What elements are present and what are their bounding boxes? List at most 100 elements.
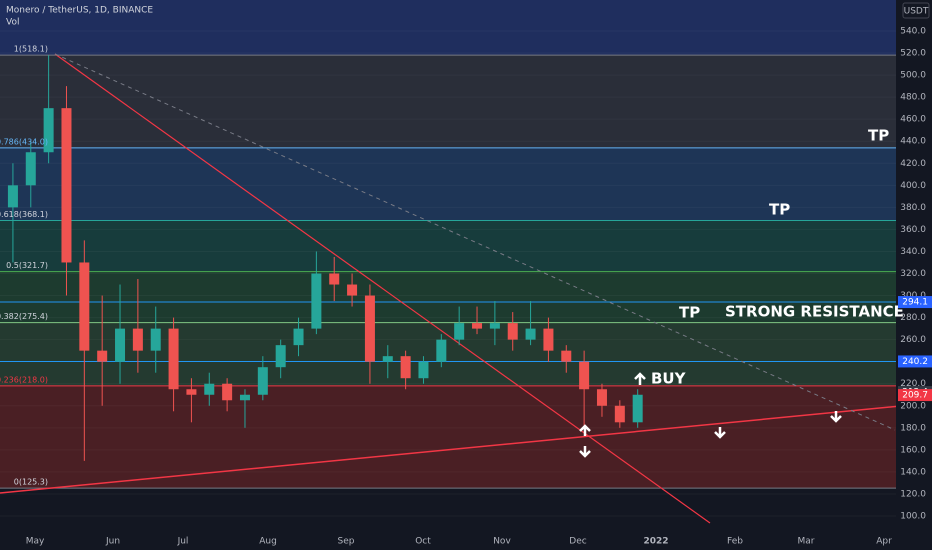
price-tick-label: 160.0 — [900, 445, 926, 455]
fib-label: 0.5(321.7) — [6, 261, 48, 270]
fib-label: 0.382(275.4) — [0, 312, 48, 321]
price-tick-label: 200.0 — [900, 401, 926, 411]
zone — [0, 147, 896, 221]
candle-body — [275, 345, 286, 368]
candle-body — [115, 328, 126, 362]
candle-body — [472, 323, 483, 329]
price-tick-label: 420.0 — [900, 159, 926, 169]
price-axis — [896, 0, 932, 550]
price-tick-label: 320.0 — [900, 269, 926, 279]
fib-label: 0.618(368.1) — [0, 210, 48, 219]
candle-body — [543, 328, 554, 351]
zone — [0, 271, 896, 323]
dashed-trend — [54, 53, 896, 431]
annotation: BUY — [651, 370, 687, 388]
candle-body — [222, 383, 233, 401]
candle-body — [418, 361, 429, 379]
time-label: Feb — [727, 537, 743, 547]
candle-body — [239, 394, 250, 401]
candle-body — [97, 350, 108, 362]
candle-body — [79, 262, 90, 351]
time-label: Jun — [105, 537, 120, 547]
candle-body — [168, 328, 179, 390]
zone — [0, 55, 896, 148]
price-tag — [898, 296, 932, 309]
price-tag — [898, 355, 932, 368]
time-label: Apr — [876, 537, 892, 547]
annotation: STRONG RESISTANCE — [725, 303, 904, 321]
volume-label: Vol — [6, 18, 19, 28]
price-tick-label: 220.0 — [900, 379, 926, 389]
candle-body — [364, 295, 375, 362]
fib-label: 0(125.3) — [14, 478, 48, 487]
fib-label: 1(518.1) — [14, 45, 48, 54]
candle-body — [347, 284, 358, 296]
price-tick-label: 380.0 — [900, 203, 926, 213]
candle-body — [61, 108, 72, 263]
candle-body — [257, 367, 268, 395]
candle-body — [507, 323, 518, 340]
annotation: TP — [679, 304, 700, 322]
price-tag — [898, 389, 932, 402]
annotation: TP — [868, 127, 889, 145]
trend-line — [54, 53, 711, 524]
candle-body — [489, 323, 500, 329]
time-label: Jul — [177, 537, 189, 547]
candle-body — [525, 328, 536, 340]
time-label: Dec — [569, 537, 586, 547]
candle-body — [150, 328, 161, 351]
currency: USDT — [904, 7, 929, 17]
candle-body — [400, 356, 411, 379]
price-tick-label: 480.0 — [900, 93, 926, 103]
price-tick-label: 400.0 — [900, 181, 926, 191]
price-tick-label: 300.0 — [900, 291, 926, 301]
candle-body — [329, 273, 340, 285]
price-tick-label: 280.0 — [900, 313, 926, 323]
zone — [0, 322, 896, 386]
symbol: Monero / TetherUS, 1D, BINANCE — [6, 6, 153, 16]
zone — [0, 220, 896, 272]
price-tag-label: 294.1 — [902, 298, 928, 308]
price-tick-label: 460.0 — [900, 115, 926, 125]
time-label: 2022 — [643, 537, 668, 547]
candle-body — [436, 339, 447, 362]
currency-box — [902, 2, 930, 19]
price-tick-label: 100.0 — [900, 512, 926, 522]
candle-body — [382, 356, 393, 362]
time-label: Sep — [338, 537, 355, 547]
annotation: TP — [769, 201, 790, 219]
price-tick-label: 140.0 — [900, 467, 926, 477]
price-tag-label: 240.2 — [902, 357, 928, 367]
candle-body — [186, 389, 197, 395]
time-label: Oct — [415, 537, 431, 547]
price-tick-label: 340.0 — [900, 247, 926, 257]
candle-body — [7, 185, 18, 208]
arrows — [579, 372, 842, 458]
candle-body — [293, 328, 304, 346]
time-label: Mar — [798, 537, 815, 547]
time-label: May — [26, 537, 45, 547]
candle-body — [25, 152, 36, 186]
price-tick-label: 180.0 — [900, 423, 926, 433]
price-tick-label: 520.0 — [900, 49, 926, 59]
fib-label: 0.786(434.0) — [0, 137, 48, 146]
time-label: Nov — [493, 537, 511, 547]
candle-body — [614, 405, 625, 423]
price-tick-label: 440.0 — [900, 137, 926, 147]
price-tick-label: 540.0 — [900, 27, 926, 37]
candle-body — [454, 323, 465, 340]
fib-label: 0.236(218.0) — [0, 375, 48, 384]
candle-body — [579, 361, 590, 390]
price-tick-label: 500.0 — [900, 71, 926, 81]
candle-body — [561, 350, 572, 362]
time-label: Aug — [259, 537, 277, 547]
candle-body — [632, 394, 643, 423]
price-tick-label: 360.0 — [900, 225, 926, 235]
price-tag-label: 209.7 — [902, 391, 928, 401]
candle-body — [132, 328, 143, 351]
candle-body — [311, 273, 322, 329]
zone — [0, 385, 896, 489]
zone — [0, 0, 896, 56]
